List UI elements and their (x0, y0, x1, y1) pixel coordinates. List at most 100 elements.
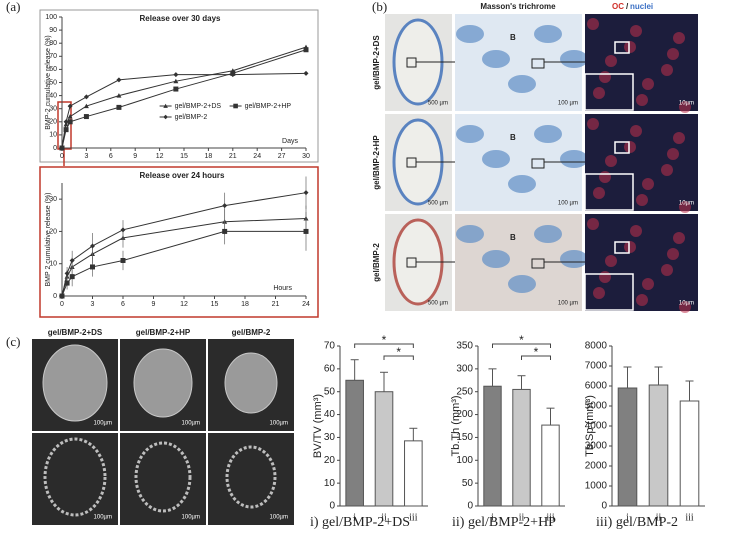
tissue (508, 275, 536, 293)
x-tick-label: 0 (60, 153, 64, 160)
cell (636, 94, 648, 106)
series-line (61, 192, 307, 297)
cell (599, 71, 611, 83)
tissue (456, 225, 484, 243)
y-tick-label: 200 (456, 409, 473, 420)
tissue (456, 125, 484, 143)
x-tick-label: iii (546, 512, 555, 523)
cell (667, 48, 679, 60)
x-tick-label: 0 (60, 301, 64, 308)
charts: i) gel/BMP-2+DS ii) gel/BMP-2+HP iii) gel/… (45, 14, 705, 530)
x-tick-label: ii (519, 512, 525, 523)
y-tick-label: 20 (49, 119, 57, 126)
marker (83, 103, 89, 109)
x-tick-label: 30 (302, 153, 310, 160)
cell (636, 294, 648, 306)
x-tick-label: ii (381, 512, 387, 523)
x-tick-label: 6 (109, 153, 113, 160)
significance-bracket (521, 355, 551, 360)
marker (303, 228, 309, 234)
marker (303, 190, 309, 196)
bone-label: B (510, 233, 516, 242)
marker (90, 264, 95, 270)
marker (222, 203, 228, 209)
cell (630, 225, 642, 237)
marker (116, 93, 122, 98)
scale-bar-label: 500 µm (428, 101, 448, 107)
x-tick-label: 6 (121, 301, 125, 308)
tissue (508, 175, 536, 193)
zoom-marker (531, 158, 545, 169)
specimen (134, 441, 192, 513)
legend-marker (233, 103, 238, 109)
y-tick-label: 20 (49, 228, 57, 235)
scale-bar-label: 100 µm (558, 201, 578, 207)
zoom-marker (614, 41, 630, 54)
cell (605, 155, 617, 167)
tissue (560, 150, 588, 168)
x-tick-label: 24 (253, 153, 261, 160)
specimen (43, 437, 107, 517)
x-tick-label: 15 (211, 301, 219, 308)
marker (83, 94, 89, 100)
scale-bar-label: 10µm (679, 201, 694, 207)
column-label: gel/BMP-2+DS (48, 328, 103, 337)
series-line (61, 230, 306, 297)
y-tick-label: 4000 (585, 421, 608, 432)
x-tick-label: 3 (84, 153, 88, 160)
cell (673, 32, 685, 44)
cell (605, 255, 617, 267)
tissue (456, 25, 484, 43)
marker (120, 257, 126, 263)
tissue (534, 125, 562, 143)
y-tick-label: 40 (49, 92, 57, 99)
legend-marker (163, 103, 168, 108)
y-tick-label: 30 (49, 106, 57, 113)
scale-bar-label: 100µm (94, 515, 112, 521)
marker (173, 78, 179, 84)
zoom-frame (39, 166, 319, 318)
cell (593, 187, 605, 199)
x-tick-label: ii (656, 512, 662, 523)
y-axis-label: Tb.Sp (mm³) (584, 395, 596, 457)
significance-label: * (519, 333, 524, 347)
cell (661, 64, 673, 76)
x-tick-label: 27 (278, 153, 286, 160)
stain-title: Masson's trichrome (480, 2, 556, 11)
scale-bar-label: 10µm (679, 101, 694, 107)
stain-title: nuclei (630, 2, 653, 11)
row-label: gel/BMP-2 (372, 243, 381, 282)
cell (636, 194, 648, 206)
y-tick-label: 0 (329, 501, 335, 512)
significance-bracket (492, 343, 551, 348)
scale-bar-label: 500 µm (428, 301, 448, 307)
y-tick-label: 20 (324, 455, 336, 466)
x-tick-label: iii (409, 512, 418, 523)
legend-marker (163, 114, 168, 120)
y-tick-label: 60 (49, 66, 57, 73)
x-tick-label: 18 (205, 153, 213, 160)
stain-title: OC (612, 2, 624, 11)
significance-bracket (354, 343, 414, 348)
bar (679, 400, 700, 507)
cell (624, 141, 636, 153)
marker (173, 72, 179, 78)
row-label: gel/BMP-2+HP (372, 135, 381, 190)
specimen (133, 348, 193, 418)
specimen (224, 352, 278, 414)
tissue (482, 250, 510, 268)
tissue (560, 50, 588, 68)
marker (230, 72, 236, 78)
bar (541, 424, 560, 507)
x-tick-label: iii (685, 512, 694, 523)
scale-bar-label: 10µm (679, 301, 694, 307)
cell (661, 264, 673, 276)
y-tick-label: 8000 (585, 341, 608, 352)
x-tick-label: 21 (229, 153, 237, 160)
y-tick-label: 100 (456, 455, 473, 466)
legend-label: gel/BMP-2+HP (245, 103, 292, 110)
cell (587, 218, 599, 230)
panel-label: (a) (6, 0, 20, 14)
inset (584, 273, 634, 311)
